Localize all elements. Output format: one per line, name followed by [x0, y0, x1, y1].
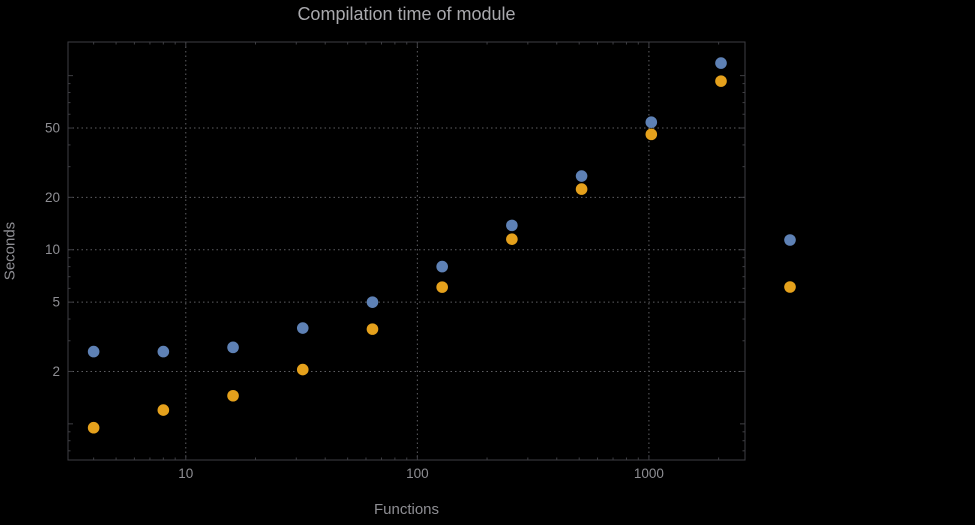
point-series-2-x8	[157, 404, 170, 416]
point-series-1-x2048	[715, 57, 727, 69]
point-series-1-x512	[575, 170, 588, 182]
plot-frame	[67, 41, 746, 461]
point-series-1-x16	[227, 341, 239, 354]
point-series-2-x16	[227, 389, 239, 402]
point-series-2-x256	[506, 233, 518, 245]
point-series-2-x4	[87, 421, 100, 434]
point-series-1-x4	[87, 345, 100, 358]
y-tick-label-20: 20	[45, 190, 60, 205]
x-tick-label-1000: 1000	[634, 466, 664, 481]
x-tick-label-10: 10	[178, 466, 193, 481]
point-series-2-x1024	[645, 128, 658, 141]
point-series-2-x64	[366, 323, 379, 335]
point-series-2-x128	[436, 281, 448, 293]
point-series-1-x32	[296, 322, 309, 334]
point-series-1-x64	[366, 296, 379, 308]
legend-marker-series-2	[784, 281, 796, 293]
point-series-1-x1024	[645, 116, 658, 129]
y-tick-label-5: 5	[52, 295, 60, 310]
y-tick-label-10: 10	[45, 242, 60, 257]
point-series-2-x2048	[715, 75, 727, 87]
y-tick-label-50: 50	[45, 121, 60, 136]
point-series-1-x128	[436, 260, 448, 273]
x-axis-label: Functions	[373, 501, 440, 518]
point-series-1-x8	[157, 345, 170, 358]
chart-title: Compilation time of module	[297, 4, 516, 24]
y-tick-label-2: 2	[52, 364, 60, 379]
legend-marker-series-1	[784, 234, 796, 246]
point-series-2-x512	[575, 183, 588, 195]
point-series-2-x32	[296, 363, 309, 376]
point-series-1-x256	[506, 219, 518, 232]
x-tick-label-100: 100	[406, 466, 429, 481]
